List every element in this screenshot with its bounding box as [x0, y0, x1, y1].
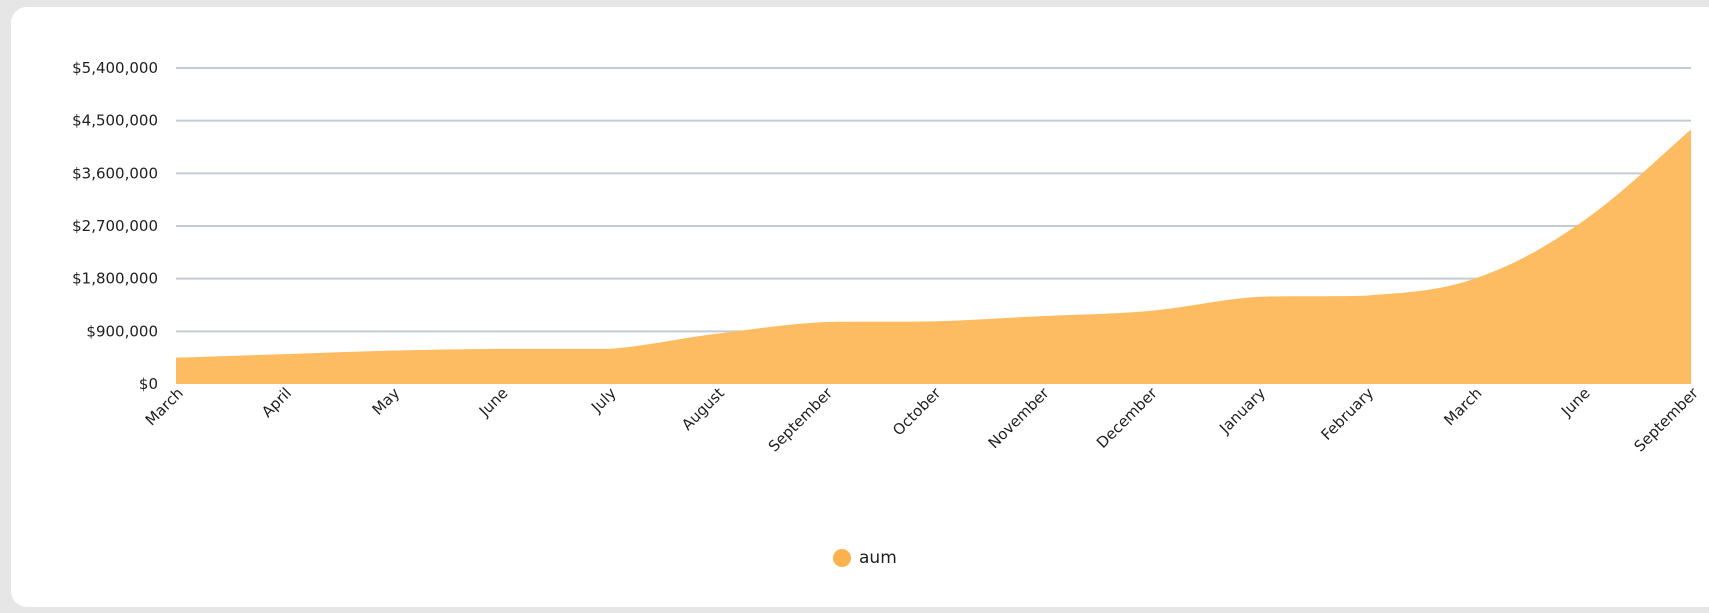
area-aum — [176, 129, 1691, 384]
legend-swatch-aum — [833, 549, 851, 567]
x-tick-label: April — [258, 384, 295, 421]
y-tick-label: $0 — [139, 375, 158, 393]
area-series — [176, 129, 1691, 384]
x-tick-label: September — [1630, 384, 1702, 456]
y-tick-label: $3,600,000 — [72, 164, 158, 182]
x-tick-label: October — [889, 384, 945, 440]
y-tick-label: $1,800,000 — [72, 270, 158, 288]
x-axis-ticks: March April May June July August September Octo… — [142, 384, 1703, 456]
y-tick-label: $2,700,000 — [72, 217, 158, 235]
x-tick-label: June — [1557, 384, 1594, 421]
x-tick-label: August — [678, 384, 728, 434]
x-tick-label: March — [1440, 384, 1485, 429]
legend-label-aum: aum — [859, 548, 897, 568]
y-tick-label: $900,000 — [86, 322, 158, 340]
x-tick-label: December — [1093, 384, 1161, 452]
x-tick-label: July — [587, 384, 620, 417]
x-tick-label: May — [369, 384, 404, 419]
x-tick-label: February — [1317, 384, 1377, 444]
x-tick-label: November — [985, 384, 1053, 452]
x-tick-label: January — [1215, 384, 1269, 438]
x-tick-label: September — [765, 384, 837, 456]
x-tick-label: June — [475, 384, 512, 421]
y-axis-ticks: $0 $900,000 $1,800,000 $2,700,000 $3,600,000… — [72, 59, 158, 393]
y-tick-label: $5,400,000 — [72, 59, 158, 77]
y-tick-label: $4,500,000 — [72, 112, 158, 130]
grid-lines — [176, 67, 1691, 333]
legend[interactable]: aum — [833, 548, 897, 568]
